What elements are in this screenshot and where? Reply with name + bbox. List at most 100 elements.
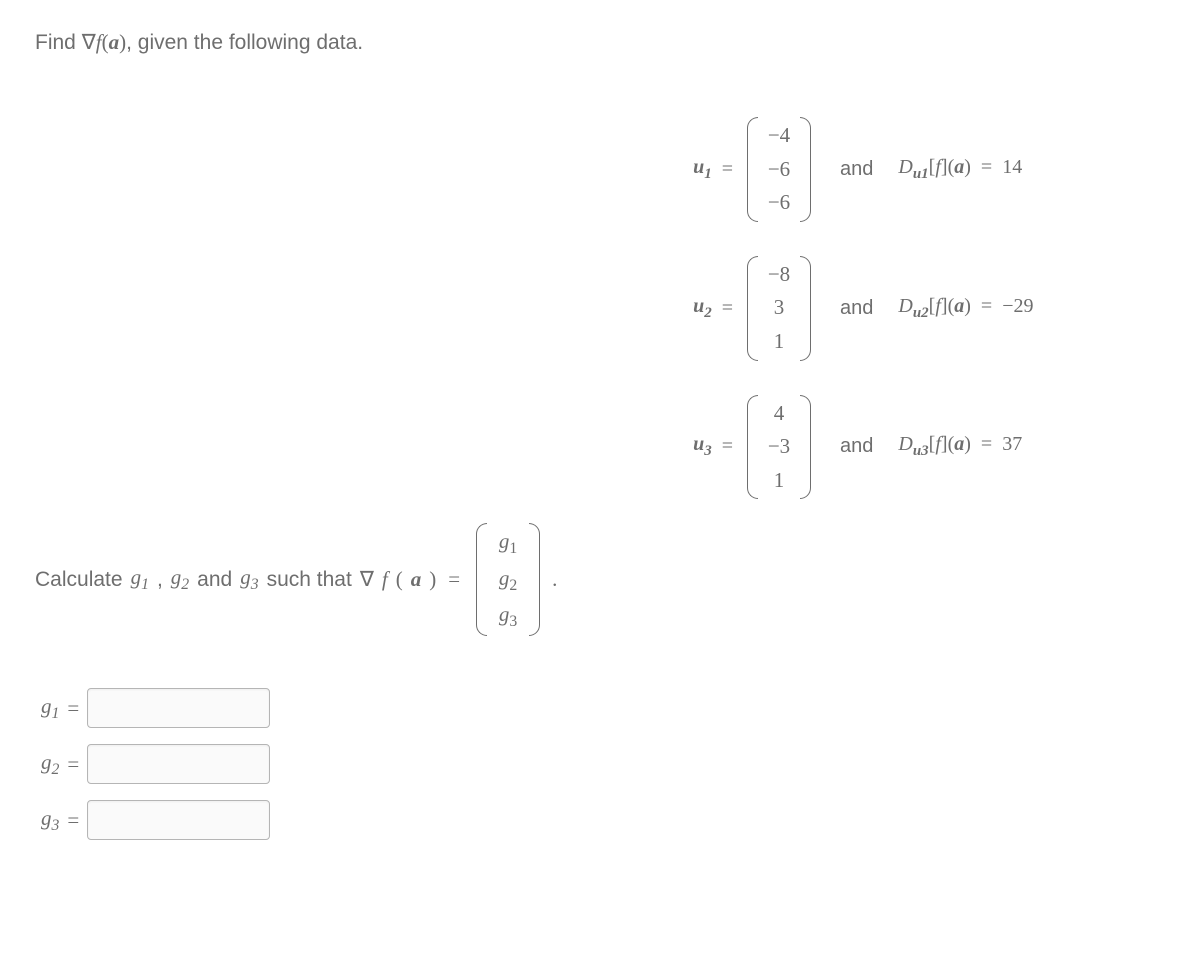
Du-idx-2: 2	[921, 305, 929, 321]
D-2: D	[898, 295, 912, 317]
eq2-1: =	[976, 156, 997, 178]
a-symbol: a	[109, 30, 120, 54]
u1-sub: 1	[704, 166, 712, 182]
val-1: 14	[1002, 156, 1022, 178]
u2-vector: −8 3 1	[743, 254, 815, 363]
prompt-suffix: , given the following data.	[126, 31, 363, 54]
grad-symbol: ∇	[82, 30, 96, 54]
D-3: D	[898, 433, 912, 455]
p-close-1: )	[964, 156, 971, 178]
gv1: g	[499, 566, 510, 590]
vector-equation-3: u3 = 4 −3 1	[615, 393, 815, 502]
u1-label: u	[693, 156, 704, 178]
g1-input[interactable]	[87, 688, 270, 728]
p-close-calc: )	[429, 567, 436, 592]
problem-prompt: Find ∇f(a), given the following data.	[35, 30, 1145, 55]
g2-sub: 2	[181, 577, 189, 594]
data-row-3: u3 = 4 −3 1 and Du3[f](a) = 37	[615, 393, 1145, 502]
ans-eq1: =	[67, 696, 79, 721]
gv1-sub: 2	[509, 577, 517, 594]
paren-open: (	[102, 30, 109, 54]
eq-sign-2: =	[722, 297, 733, 320]
deriv-expr-2: Du2[f](a) = −29	[898, 295, 1033, 322]
g1: g	[131, 565, 142, 589]
given-data: u1 = −4 −6 −6 and Du1[f](a) = 14 u2 =	[615, 115, 1145, 501]
Du-1: u	[913, 166, 921, 182]
vector-equation-2: u2 = −8 3 1	[615, 254, 815, 363]
ans-g3: g	[41, 806, 52, 830]
u1-v2: −6	[765, 186, 793, 220]
u2-sub: 2	[704, 305, 712, 321]
g3: g	[240, 565, 251, 589]
u1-v1: −6	[765, 153, 793, 187]
Du-3: u	[913, 443, 921, 459]
u2-v1: 3	[765, 291, 793, 325]
ans-g2: g	[41, 750, 52, 774]
arg-1: a	[954, 156, 964, 178]
deriv-expr-1: Du1[f](a) = 14	[898, 156, 1022, 183]
calc-and: and	[197, 568, 232, 592]
gv2: g	[499, 602, 510, 626]
a-calc: a	[411, 567, 422, 592]
p-close-2: )	[964, 295, 971, 317]
u1-vector: −4 −6 −6	[743, 115, 815, 224]
u2-label: u	[693, 295, 704, 317]
u3-vector: 4 −3 1	[743, 393, 815, 502]
ans-g3-sub: 3	[52, 817, 60, 834]
ans-g1-sub: 1	[52, 705, 60, 722]
answer-row-3: g3 =	[41, 800, 1145, 840]
eq2-2: =	[976, 295, 997, 317]
calc-prefix: Calculate	[35, 568, 123, 592]
g3-sub: 3	[251, 577, 259, 594]
val-3: 37	[1002, 433, 1022, 455]
u2-v0: −8	[765, 258, 793, 292]
f-calc: f	[382, 567, 388, 592]
p-open-calc: (	[396, 567, 403, 592]
arg-2: a	[954, 295, 964, 317]
br-close-3: ]	[941, 433, 948, 455]
vector-equation-1: u1 = −4 −6 −6	[615, 115, 815, 224]
u3-v1: −3	[765, 430, 793, 464]
u2-v2: 1	[765, 325, 793, 359]
and-2: and	[840, 297, 873, 320]
gv2-sub: 3	[509, 613, 517, 630]
ans-eq3: =	[67, 808, 79, 833]
and-1: and	[840, 158, 873, 181]
period: .	[552, 567, 557, 592]
br-close-1: ]	[941, 156, 948, 178]
Du-idx-1: 1	[921, 166, 929, 182]
eq2-3: =	[976, 433, 997, 455]
gv0-sub: 1	[509, 541, 517, 558]
calculate-prompt: Calculate g1, g2 and g3 such that ∇f(a) …	[35, 521, 1145, 638]
ans-g1: g	[41, 694, 52, 718]
u1-v0: −4	[765, 119, 793, 153]
eq-sign: =	[722, 158, 733, 181]
Du-idx-3: 3	[921, 443, 929, 459]
g2-input[interactable]	[87, 744, 270, 784]
u3-v2: 1	[765, 464, 793, 498]
answer-inputs: g1 = g2 = g3 =	[41, 688, 1145, 840]
g-vector: g1 g2 g3	[472, 521, 544, 638]
deriv-expr-3: Du3[f](a) = 37	[898, 433, 1022, 460]
and-3: and	[840, 435, 873, 458]
answer-row-1: g1 =	[41, 688, 1145, 728]
p-close-3: )	[964, 433, 971, 455]
u3-v0: 4	[765, 397, 793, 431]
answer-row-2: g2 =	[41, 744, 1145, 784]
br-close-2: ]	[941, 295, 948, 317]
g3-input[interactable]	[87, 800, 270, 840]
gv0: g	[499, 529, 510, 553]
u3-label: u	[693, 433, 704, 455]
prompt-prefix: Find	[35, 31, 82, 54]
u3-sub: 3	[704, 443, 712, 459]
data-row-1: u1 = −4 −6 −6 and Du1[f](a) = 14	[615, 115, 1145, 224]
g2: g	[171, 565, 182, 589]
ans-g2-sub: 2	[52, 761, 60, 778]
grad-2: ∇	[360, 567, 374, 592]
eq-sign-3: =	[722, 435, 733, 458]
ans-eq2: =	[67, 752, 79, 777]
g1-sub: 1	[141, 577, 149, 594]
data-row-2: u2 = −8 3 1 and Du2[f](a) = −29	[615, 254, 1145, 363]
val-2: −29	[1002, 295, 1033, 317]
eq-calc: =	[444, 567, 464, 592]
